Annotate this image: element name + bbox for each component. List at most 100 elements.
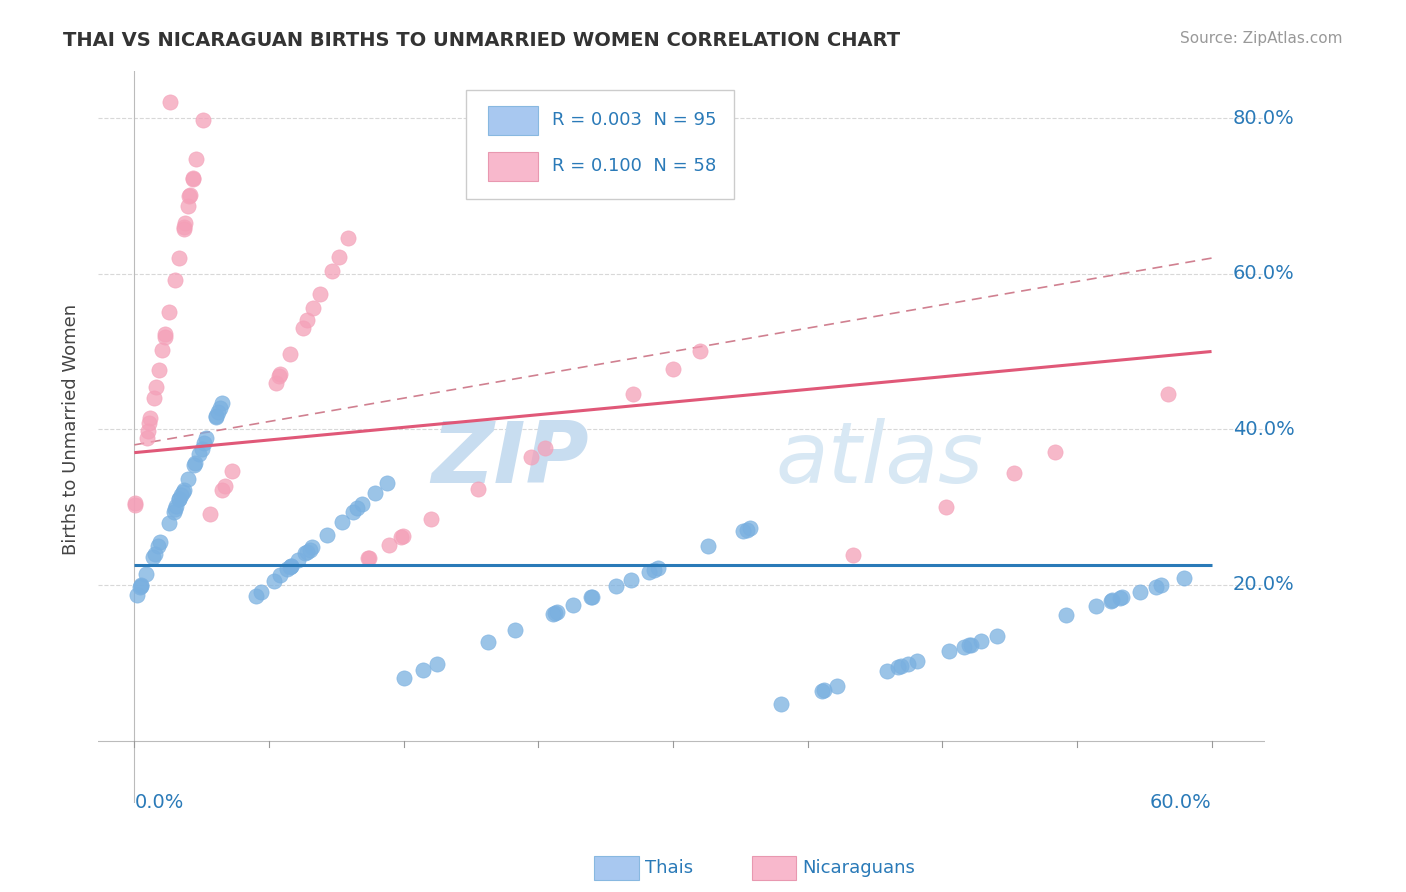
Point [330,515,353,529]
Point [959,638,981,652]
Point [269,369,291,384]
Point [546,605,568,619]
Point [165,499,187,513]
Point [1084,599,1107,613]
Point [153,327,176,342]
FancyBboxPatch shape [595,856,638,880]
Point [153,330,176,344]
Point [605,579,627,593]
Point [167,251,190,265]
Point [392,529,415,543]
Point [363,486,385,500]
Point [1109,591,1132,605]
Bar [465,89,734,199]
Point [420,511,443,525]
Text: Nicaraguans: Nicaraguans [801,859,915,877]
FancyBboxPatch shape [752,856,796,880]
Point [173,483,195,497]
Point [125,589,148,603]
Point [264,376,287,391]
Point [191,112,214,127]
Text: R = 0.003  N = 95: R = 0.003 N = 95 [553,112,717,129]
Point [190,442,212,456]
Point [250,585,273,599]
Point [309,286,332,301]
Point [159,95,181,110]
Point [214,479,236,493]
Point [1173,571,1195,585]
Point [689,344,711,359]
Point [357,550,380,565]
Point [148,363,170,377]
Point [890,659,912,673]
Point [173,216,195,230]
Point [172,484,194,499]
Text: THAI VS NICARAGUAN BIRTHS TO UNMARRIED WOMEN CORRELATION CHART: THAI VS NICARAGUAN BIRTHS TO UNMARRIED W… [63,31,900,50]
Point [769,697,792,711]
Point [124,498,146,512]
Point [280,558,302,573]
Point [378,538,401,552]
Point [1101,593,1123,607]
Point [697,539,720,553]
Point [269,568,291,582]
Point [135,566,157,581]
Point [276,562,298,576]
Point [208,401,231,416]
Point [280,559,302,574]
Point [1002,466,1025,480]
Point [647,561,669,575]
Point [278,560,301,574]
Point [935,500,957,515]
Point [263,574,285,588]
Point [173,221,195,235]
Point [170,487,193,501]
Text: 60.0%: 60.0% [1150,794,1212,813]
Point [810,684,832,698]
Point [813,683,835,698]
Point [541,607,564,621]
Point [157,516,180,531]
Point [581,590,603,604]
Point [986,629,1008,643]
Point [886,660,908,674]
Point [292,320,315,334]
Text: atlas: atlas [775,417,983,500]
Point [905,654,928,668]
Point [129,580,152,594]
Point [177,472,200,486]
Point [207,405,229,419]
Point [392,671,415,685]
Point [138,416,160,430]
Point [167,492,190,507]
Point [544,606,567,620]
Point [321,264,343,278]
Point [519,450,541,464]
Point [1045,444,1067,458]
Point [181,171,204,186]
Point [149,535,172,549]
Point [316,527,339,541]
Point [169,492,191,507]
Point [342,505,364,519]
Point [876,664,898,678]
Point [211,395,233,409]
Point [1054,607,1077,622]
Point [1099,594,1122,608]
Point [177,199,200,213]
Point [346,501,368,516]
Text: Births to Unmarried Women: Births to Unmarried Women [62,304,80,555]
Point [269,367,291,381]
Text: 40.0%: 40.0% [1233,420,1295,439]
Point [139,411,162,425]
Point [179,189,201,203]
Point [193,435,215,450]
Point [735,523,758,537]
Text: Source: ZipAtlas.com: Source: ZipAtlas.com [1180,31,1343,46]
Text: Thais: Thais [644,859,693,877]
Point [142,391,165,405]
Text: 20.0%: 20.0% [1233,575,1295,594]
Text: 0.0%: 0.0% [135,794,184,813]
Point [295,313,318,327]
Point [302,301,325,316]
